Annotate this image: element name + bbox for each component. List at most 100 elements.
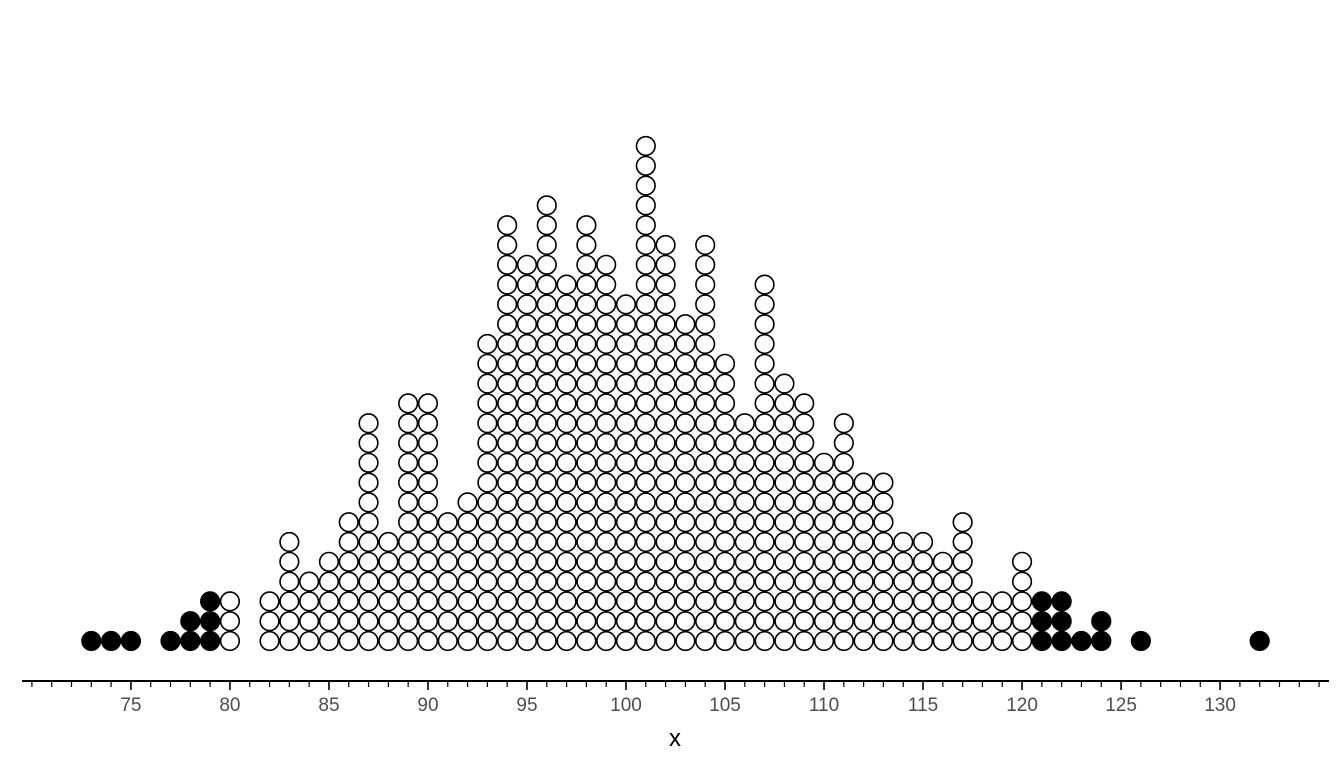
dot-open-x96-17 [536,314,557,335]
dot-open-x104-18 [695,294,716,315]
dot-filled-x77-1 [160,630,181,652]
dot-open-x95-3 [516,591,538,612]
dot-open-x96-15 [536,353,557,374]
dot-open-x104-13 [695,393,716,414]
dot-open-x98-5 [576,551,597,572]
dot-open-x99-20 [596,254,617,275]
dot-open-x106-4 [734,571,755,592]
dot-open-x95-1 [516,630,538,652]
dot-open-x93-12 [477,413,498,434]
dot-open-x101-5 [635,551,656,572]
dot-open-x87-10 [358,452,379,473]
dot-open-x97-6 [556,531,577,553]
dot-open-x107-3 [754,591,775,612]
dot-open-x99-10 [596,452,617,473]
dot-open-x102-8 [655,492,676,513]
dot-open-x99-17 [596,314,617,335]
dot-open-x96-4 [536,571,557,592]
dot-open-x100-5 [615,551,637,572]
dot-open-x100-6 [615,531,637,553]
dot-open-x102-20 [655,254,676,275]
dot-open-x101-4 [635,571,656,592]
dot-open-x100-7 [615,512,637,533]
dot-open-x120-1 [1011,630,1033,652]
dot-open-x101-11 [635,432,656,454]
dot-open-x90-6 [417,531,439,553]
dot-open-x100-17 [615,314,637,335]
dot-open-x108-4 [774,571,795,592]
dot-open-x92-2 [457,611,478,632]
dot-open-x109-3 [794,591,815,612]
tick-label-100: 100 [610,695,642,716]
dot-open-x109-7 [794,512,815,533]
dot-open-x97-5 [556,551,577,572]
dot-open-x109-13 [794,393,815,414]
dot-open-x109-8 [794,492,815,513]
dot-open-x106-9 [734,472,755,493]
dot-open-x80-2 [219,611,241,632]
dot-open-x108-3 [774,591,795,612]
dot-filled-x79-3 [200,591,221,612]
dots-layer [81,135,1270,652]
dot-open-x110-8 [813,492,835,513]
dot-open-x111-7 [833,512,854,533]
dot-open-x115-4 [912,571,934,592]
dot-open-x106-7 [734,512,755,533]
dot-open-x113-4 [873,571,894,592]
dot-open-x101-25 [635,155,656,176]
dot-open-x92-7 [457,512,478,533]
dot-open-x97-18 [556,294,577,315]
dot-open-x89-13 [398,393,419,414]
dot-open-x83-4 [279,571,300,592]
dot-open-x95-14 [516,373,538,394]
tick-label-85: 85 [318,695,339,716]
dot-open-x99-16 [596,333,617,355]
dot-open-x111-2 [833,611,854,632]
dot-open-x93-16 [477,333,498,355]
dot-open-x100-18 [615,294,637,315]
dot-open-x102-1 [655,630,676,652]
dot-open-x109-6 [794,531,815,553]
dot-open-x100-13 [615,393,637,414]
dot-open-x94-3 [497,591,518,612]
dot-open-x115-2 [912,611,934,632]
dot-open-x101-19 [635,274,656,295]
dot-open-x95-6 [516,531,538,553]
dot-open-x86-2 [338,611,359,632]
dot-open-x93-7 [477,512,498,533]
dot-open-x80-1 [219,630,241,652]
dot-open-x113-3 [873,591,894,612]
dot-open-x120-5 [1011,551,1033,572]
dot-open-x83-5 [279,551,300,572]
dot-open-x108-1 [774,630,795,652]
dot-open-x105-8 [714,492,736,513]
dot-open-x103-4 [675,571,696,592]
dot-open-x107-17 [754,314,775,335]
dot-filled-x79-2 [200,611,221,632]
dot-open-x97-2 [556,611,577,632]
tick-label-75: 75 [120,695,141,716]
dot-open-x88-1 [378,630,399,652]
dot-open-x96-16 [536,333,557,355]
dot-open-x99-8 [596,492,617,513]
dot-open-x97-10 [556,452,577,473]
dot-open-x115-3 [912,591,934,612]
dot-open-x101-8 [635,492,656,513]
dot-open-x105-3 [714,591,736,612]
dot-open-x104-5 [695,551,716,572]
dot-open-x112-5 [853,551,874,572]
dot-open-x109-10 [794,452,815,473]
dot-open-x100-12 [615,413,637,434]
dot-filled-x121-2 [1031,611,1052,632]
dot-open-x95-17 [516,314,538,335]
dot-filled-x78-2 [180,611,201,632]
dot-open-x86-4 [338,571,359,592]
dot-open-x111-9 [833,472,854,493]
dot-open-x94-20 [497,254,518,275]
dot-open-x95-20 [516,254,538,275]
dot-open-x97-19 [556,274,577,295]
dot-open-x101-6 [635,531,656,553]
dot-open-x104-15 [695,353,716,374]
dot-open-x94-5 [497,551,518,572]
dot-open-x97-4 [556,571,577,592]
